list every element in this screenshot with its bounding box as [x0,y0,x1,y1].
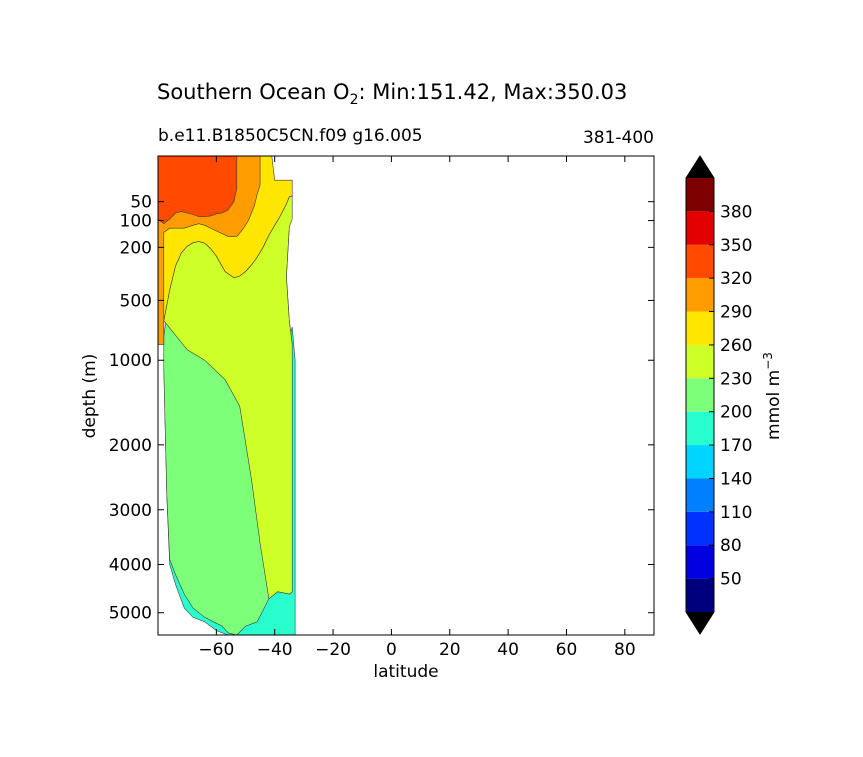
y-tick-label: 200 [120,238,152,258]
y-axis-label: depth (m) [80,354,100,439]
chart-subtitle-right: 381-400 [583,128,654,148]
colorbar-extend-min [686,612,714,634]
y-tick-label: 500 [120,291,152,311]
colorbar-segment [686,178,714,212]
colorbar-segment [686,578,714,612]
x-tick-label: −40 [257,640,293,660]
colorbar-segment [686,211,714,245]
colorbar-segment [686,311,714,345]
contour-region-320-350 [158,156,238,225]
x-tick-label: −20 [315,640,351,660]
contour-fill-layer [158,156,296,635]
colorbar: 50 80 110 140 170 200 230 260 290 320 350 380 [685,155,752,635]
x-tick-label: −60 [198,640,234,660]
colorbar-extend-max [686,156,714,178]
colorbar-segment [686,511,714,546]
colorbar-tick-label: 230 [720,369,752,389]
y-tick-label: 4000 [109,555,152,575]
x-axis-label: latitude [373,662,438,682]
colorbar-segment [686,244,714,279]
y-tick-label: 100 [120,212,152,232]
colorbar-outline [685,155,715,635]
colorbar-tick-label: 200 [720,403,752,423]
colorbar-label-unit: mmol m [764,370,784,440]
colorbar-segment [686,344,714,379]
title-subscript: 2 [350,92,359,108]
colorbar-segment [686,445,714,479]
chart-title: Southern Ocean O2: Min:151.42, Max:350.0… [157,80,627,108]
colorbar-segment [686,478,714,512]
x-tick-label: 80 [614,640,636,660]
colorbar-tick-label: 170 [720,436,752,456]
colorbar-tick-label: 50 [720,570,742,590]
x-axis: −60 −40 −20 0 20 40 60 80 [198,156,636,660]
x-tick-label: 0 [386,640,397,660]
y-tick-label: 3000 [109,501,152,521]
plot-frame [157,155,655,636]
colorbar-tick-label: 290 [720,303,752,323]
colorbar-tick-label: 110 [720,503,752,523]
colorbar-label: mmol m−3 [761,352,784,440]
colorbar-tick-label: 350 [720,236,752,256]
colorbar-tick-label: 80 [720,536,742,556]
chart-subtitle-left: b.e11.B1850C5CN.f09 g16.005 [158,126,423,146]
colorbar-segment [686,378,714,412]
colorbar-segment [686,545,714,579]
y-tick-label: 1000 [109,351,152,371]
x-tick-label: 20 [439,640,461,660]
x-tick-label: 40 [497,640,519,660]
colorbar-tick-label: 260 [720,336,752,356]
colorbar-tick-label: 320 [720,269,752,289]
title-suffix: : Min:151.42, Max:350.03 [359,80,628,104]
y-tick-label: 2000 [109,436,152,456]
y-tick-label: 50 [130,193,152,213]
colorbar-tick-label: 380 [720,202,752,222]
title-prefix: Southern Ocean O [157,80,350,104]
colorbar-segment [686,278,714,312]
x-tick-label: 60 [556,640,578,660]
colorbar-tick-label: 140 [720,469,752,489]
colorbar-segment [686,411,714,446]
colorbar-label-exponent: −3 [761,352,775,370]
y-tick-label: 5000 [109,604,152,624]
